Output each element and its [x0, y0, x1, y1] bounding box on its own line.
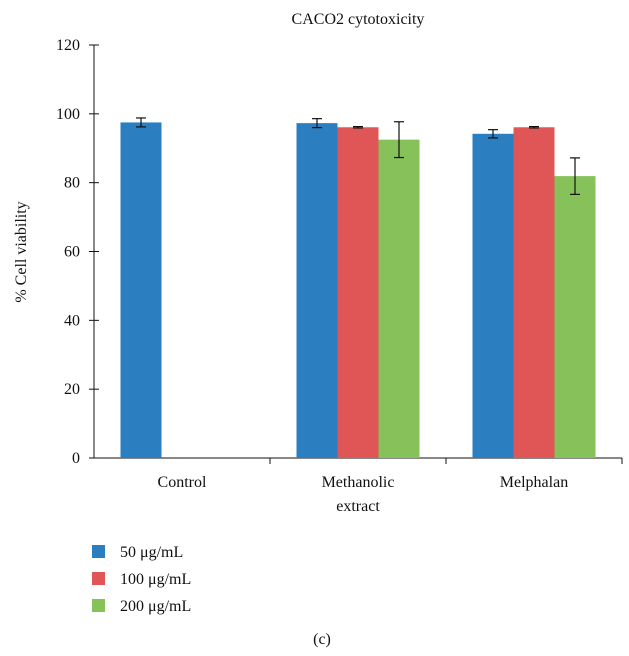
- bar: [378, 139, 420, 459]
- x-tick-label: Control: [158, 474, 207, 491]
- bar: [337, 127, 379, 459]
- legend-label: 200 μg/mL: [120, 598, 191, 615]
- y-tick-label: 120: [56, 37, 80, 54]
- y-tick-label: 20: [64, 381, 80, 398]
- legend-swatch: [92, 545, 105, 558]
- legend-label: 50 μg/mL: [120, 544, 183, 561]
- x-tick-label: Melphalan: [500, 474, 568, 491]
- legend-swatch: [92, 599, 105, 612]
- y-tick-label: 60: [64, 244, 80, 261]
- chart-title: CACO2 cytotoxicity: [292, 11, 425, 28]
- bar: [513, 127, 555, 459]
- bar: [120, 122, 162, 458]
- y-tick-label: 40: [64, 312, 80, 329]
- figure-caption: (c): [313, 631, 331, 648]
- bar: [472, 133, 514, 459]
- legend-swatch: [92, 572, 105, 585]
- y-tick-label: 80: [64, 175, 80, 192]
- legend-label: 100 μg/mL: [120, 571, 191, 588]
- y-axis-label: % Cell viability: [13, 201, 30, 302]
- axes: 0 20 40 60 80 100 120 Control Methanolic extract M…: [56, 37, 623, 515]
- bar: [554, 176, 596, 458]
- legend: 50 μg/mL 100 μg/mL 200 μg/mL: [92, 544, 191, 615]
- x-tick-label: Methanolic extract: [322, 474, 395, 515]
- y-tick-label: 0: [72, 450, 80, 467]
- bar: [296, 123, 338, 459]
- bars: [120, 117, 596, 459]
- y-tick-label: 100: [56, 106, 80, 123]
